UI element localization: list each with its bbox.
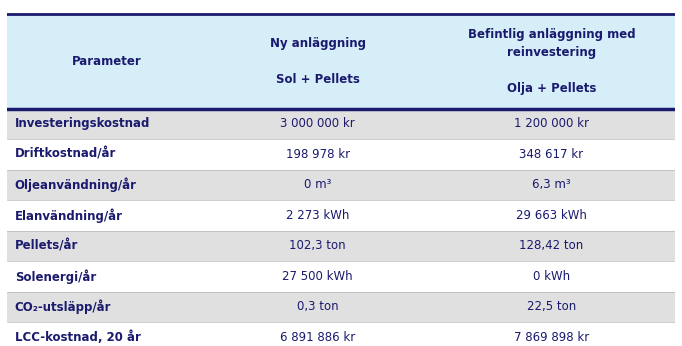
Text: Investeringskostnad: Investeringskostnad — [15, 117, 150, 130]
Bar — [7, 13, 675, 109]
Bar — [7, 170, 675, 200]
Text: 0 m³: 0 m³ — [304, 179, 331, 191]
Text: 102,3 ton: 102,3 ton — [289, 239, 346, 252]
Text: 27 500 kWh: 27 500 kWh — [282, 270, 353, 283]
Text: Solenergi/år: Solenergi/år — [15, 269, 96, 284]
Text: Oljeanvändning/år: Oljeanvändning/år — [15, 177, 137, 192]
Bar — [7, 322, 675, 346]
Text: 128,42 ton: 128,42 ton — [520, 239, 584, 252]
Text: 2 273 kWh: 2 273 kWh — [286, 209, 349, 222]
Bar — [7, 231, 675, 261]
Text: 1 200 000 kr: 1 200 000 kr — [514, 117, 589, 130]
Text: LCC-kostnad, 20 år: LCC-kostnad, 20 år — [15, 331, 140, 344]
Text: Driftkostnad/år: Driftkostnad/år — [15, 148, 116, 161]
Text: CO₂-utsläpp/år: CO₂-utsläpp/år — [15, 300, 111, 314]
Text: 198 978 kr: 198 978 kr — [286, 148, 350, 161]
Bar — [7, 200, 675, 231]
Bar — [7, 109, 675, 139]
Text: Pellets/år: Pellets/år — [15, 239, 78, 253]
Text: 0 kWh: 0 kWh — [533, 270, 570, 283]
Text: 3 000 000 kr: 3 000 000 kr — [280, 117, 355, 130]
Text: 22,5 ton: 22,5 ton — [527, 300, 576, 313]
Text: 6 891 886 kr: 6 891 886 kr — [280, 331, 355, 344]
Text: 29 663 kWh: 29 663 kWh — [516, 209, 587, 222]
Bar — [7, 261, 675, 292]
Text: 6,3 m³: 6,3 m³ — [532, 179, 571, 191]
Text: Parameter: Parameter — [72, 55, 142, 67]
Text: 7 869 898 kr: 7 869 898 kr — [514, 331, 589, 344]
Bar — [7, 292, 675, 322]
Text: Ny anläggning

Sol + Pellets: Ny anläggning Sol + Pellets — [269, 37, 366, 85]
Bar — [7, 139, 675, 170]
Text: Befintlig anläggning med
reinvestering

Olja + Pellets: Befintlig anläggning med reinvestering O… — [468, 28, 636, 94]
Text: Elanvändning/år: Elanvändning/år — [15, 208, 123, 223]
Text: 0,3 ton: 0,3 ton — [297, 300, 338, 313]
Text: 348 617 kr: 348 617 kr — [520, 148, 584, 161]
